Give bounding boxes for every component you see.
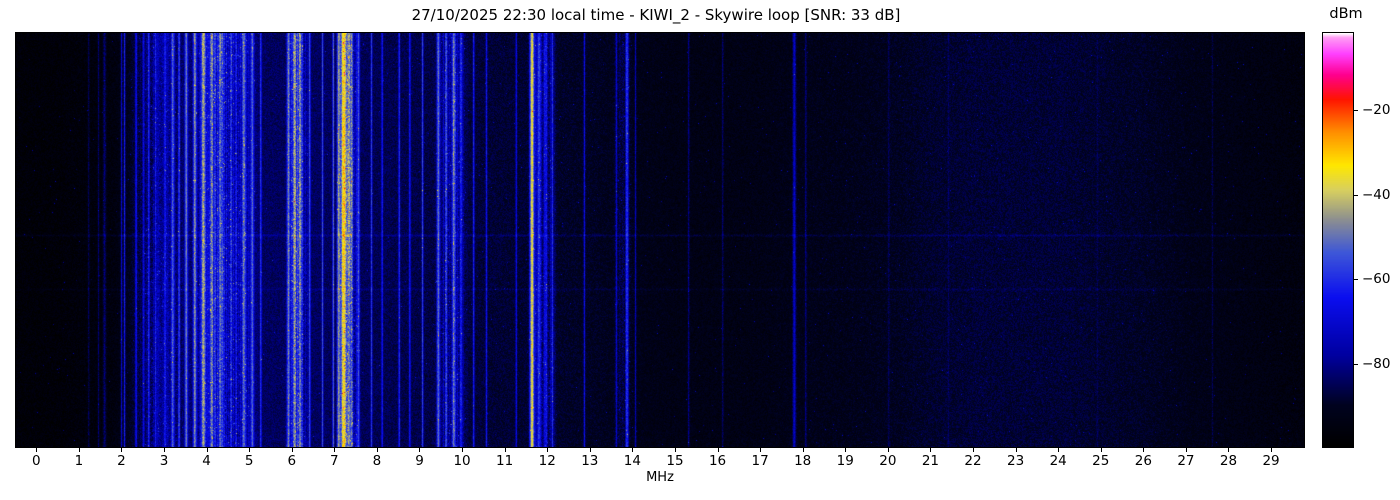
x-tick-label-28: 28 bbox=[1219, 453, 1238, 469]
x-tick-label-8: 8 bbox=[372, 453, 382, 469]
x-tick-label-14: 14 bbox=[623, 453, 641, 469]
x-tick bbox=[589, 448, 591, 452]
x-tick-label-2: 2 bbox=[117, 453, 126, 469]
spectrogram-plot[interactable] bbox=[15, 32, 1305, 448]
x-tick-label-22: 22 bbox=[964, 453, 982, 469]
colorbar-tick bbox=[1354, 363, 1358, 365]
x-tick bbox=[674, 448, 676, 452]
x-tick-label-18: 18 bbox=[794, 453, 812, 469]
x-tick bbox=[419, 448, 421, 452]
x-tick bbox=[802, 448, 804, 452]
x-tick-label-19: 19 bbox=[836, 453, 854, 469]
x-tick-label-12: 12 bbox=[538, 453, 556, 469]
x-tick bbox=[887, 448, 889, 452]
x-tick bbox=[291, 448, 293, 452]
x-tick-label-20: 20 bbox=[879, 453, 897, 469]
x-axis: 0 1 2 3 4 5 6 7 8 9 10 11 12 13 14 15 16 17 18 19 20 21 22 23 24… bbox=[15, 448, 1305, 470]
x-tick bbox=[717, 448, 719, 452]
x-tick-label-25: 25 bbox=[1092, 453, 1110, 469]
x-tick bbox=[1100, 448, 1102, 452]
x-tick bbox=[1271, 448, 1273, 452]
x-tick bbox=[632, 448, 634, 452]
colorbar-tick-label: −20 bbox=[1362, 102, 1391, 119]
spectrogram-canvas[interactable] bbox=[16, 33, 1304, 447]
x-tick bbox=[1015, 448, 1017, 452]
x-tick bbox=[504, 448, 506, 452]
x-tick-label-26: 26 bbox=[1134, 453, 1152, 469]
x-axis-label: MHz bbox=[646, 470, 674, 485]
colorbar-canvas bbox=[1323, 33, 1353, 447]
x-tick bbox=[845, 448, 847, 452]
x-tick-label-11: 11 bbox=[496, 453, 514, 469]
x-tick-label-17: 17 bbox=[751, 453, 769, 469]
x-tick bbox=[164, 448, 166, 452]
x-tick-label-7: 7 bbox=[330, 453, 339, 469]
x-tick bbox=[547, 448, 549, 452]
colorbar-tick-label: −60 bbox=[1362, 271, 1391, 288]
x-tick-label-23: 23 bbox=[1007, 453, 1025, 469]
x-tick-label-0: 0 bbox=[31, 453, 41, 469]
colorbar-tick bbox=[1354, 110, 1358, 112]
x-tick-label-24: 24 bbox=[1049, 453, 1067, 469]
x-tick-label-1: 1 bbox=[74, 453, 84, 469]
page-title: 27/10/2025 22:30 local time - KIWI_2 - S… bbox=[411, 6, 901, 24]
x-tick bbox=[973, 448, 975, 452]
x-tick-label-10: 10 bbox=[453, 453, 471, 469]
x-tick-label-27: 27 bbox=[1177, 453, 1195, 469]
x-tick bbox=[1228, 448, 1230, 452]
x-tick-label-5: 5 bbox=[244, 453, 254, 469]
x-tick bbox=[1143, 448, 1145, 452]
x-tick-label-13: 13 bbox=[581, 453, 599, 469]
colorbar-tick-label: −80 bbox=[1362, 355, 1391, 372]
x-tick-label-3: 3 bbox=[159, 453, 169, 469]
colorbar-tick-label: −40 bbox=[1362, 186, 1391, 203]
x-tick bbox=[1185, 448, 1187, 452]
x-tick bbox=[249, 448, 251, 452]
x-tick bbox=[36, 448, 38, 452]
x-tick-label-16: 16 bbox=[708, 453, 727, 469]
x-tick-label-15: 15 bbox=[666, 453, 684, 469]
colorbar[interactable] bbox=[1322, 32, 1354, 448]
x-tick-label-9: 9 bbox=[415, 453, 424, 469]
x-tick bbox=[334, 448, 336, 452]
x-tick bbox=[1058, 448, 1060, 452]
x-tick bbox=[462, 448, 464, 452]
colorbar-tick bbox=[1354, 194, 1358, 196]
x-tick-label-29: 29 bbox=[1262, 453, 1280, 469]
x-tick-label-6: 6 bbox=[287, 453, 297, 469]
x-tick bbox=[121, 448, 123, 452]
x-tick-label-21: 21 bbox=[921, 453, 940, 469]
x-tick bbox=[930, 448, 932, 452]
colorbar-ticks: −20 −40 −60 −80 bbox=[1354, 32, 1400, 448]
x-tick bbox=[78, 448, 80, 452]
x-tick bbox=[760, 448, 762, 452]
x-tick bbox=[206, 448, 208, 452]
x-tick bbox=[376, 448, 378, 452]
colorbar-title: dBm bbox=[1329, 6, 1363, 22]
x-tick-label-4: 4 bbox=[202, 453, 211, 469]
colorbar-tick bbox=[1354, 279, 1358, 281]
